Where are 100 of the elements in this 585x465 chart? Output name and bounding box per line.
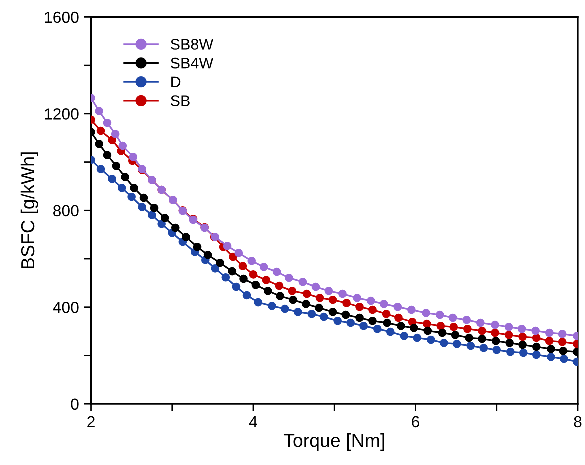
point: [440, 338, 448, 348]
point: [465, 334, 474, 342]
point: [289, 296, 298, 304]
point: [413, 334, 422, 342]
point: [547, 345, 556, 354]
point: [95, 140, 104, 148]
y-axis-title: BSFC [g/kWh]: [20, 152, 38, 268]
point: [223, 242, 232, 250]
point: [506, 348, 515, 356]
point: [353, 294, 362, 302]
point: [228, 267, 237, 276]
point: [103, 151, 112, 160]
point: [476, 318, 485, 328]
point: [150, 204, 159, 212]
point: [249, 270, 258, 279]
point: [380, 300, 388, 308]
point: [466, 342, 476, 350]
point: [338, 290, 347, 298]
point: [360, 322, 368, 330]
point: [342, 310, 350, 320]
point: [452, 340, 462, 348]
point: [373, 324, 382, 334]
point: [448, 314, 458, 322]
point: [118, 142, 128, 150]
point: [492, 337, 500, 346]
point: [238, 262, 248, 270]
point: [111, 130, 120, 138]
point: [312, 282, 320, 292]
point: [394, 314, 403, 322]
point: [422, 320, 432, 328]
point: [356, 302, 364, 312]
point: [262, 276, 271, 284]
point: [229, 252, 238, 262]
point: [519, 348, 528, 358]
point: [491, 320, 500, 330]
point: [298, 278, 308, 286]
point: [308, 310, 316, 318]
point: [234, 249, 244, 258]
point: [211, 264, 220, 273]
point: [260, 263, 268, 272]
x-tick-label: 4: [249, 416, 258, 428]
point: [386, 328, 395, 336]
point: [532, 334, 541, 342]
point: [436, 322, 446, 330]
y-tick-label: 0: [71, 398, 79, 410]
point: [96, 165, 106, 174]
point: [506, 338, 514, 348]
point: [276, 292, 284, 300]
point: [356, 314, 364, 322]
point: [129, 153, 138, 162]
point: [315, 304, 324, 312]
point: [294, 308, 302, 316]
x-tick-label: 2: [88, 416, 95, 428]
point: [328, 308, 338, 316]
legend-label: SB8W: [171, 39, 214, 50]
y-tick-label: 400: [53, 302, 79, 314]
point: [193, 242, 202, 252]
point: [222, 273, 230, 282]
point: [408, 306, 416, 314]
point: [424, 326, 432, 336]
point: [334, 316, 342, 326]
point: [422, 309, 430, 318]
point: [368, 316, 377, 326]
point: [324, 286, 334, 296]
point: [158, 220, 166, 228]
point: [242, 291, 252, 300]
point: [96, 126, 106, 136]
point: [545, 328, 554, 338]
point: [108, 175, 117, 184]
point: [288, 286, 297, 296]
legend-label: SB4W: [171, 58, 214, 69]
point: [426, 336, 436, 344]
point: [518, 324, 526, 334]
point: [118, 184, 126, 192]
point: [559, 346, 568, 356]
point: [368, 306, 377, 314]
point: [280, 304, 290, 314]
point: [518, 340, 527, 350]
point: [450, 323, 458, 332]
point: [275, 282, 284, 290]
point: [383, 318, 392, 328]
point: [302, 290, 312, 298]
point: [302, 300, 310, 308]
point: [532, 350, 541, 360]
point: [140, 194, 148, 202]
point: [558, 338, 567, 346]
point: [112, 162, 121, 170]
point: [320, 312, 328, 322]
point: [436, 310, 444, 320]
point: [532, 342, 541, 352]
point: [240, 274, 248, 284]
point: [103, 118, 112, 128]
point: [216, 258, 224, 268]
point: [463, 324, 472, 334]
point: [121, 173, 130, 182]
legend-label: SB: [171, 96, 190, 106]
point: [182, 233, 190, 242]
point: [462, 316, 472, 324]
point: [268, 302, 276, 310]
point: [478, 326, 486, 336]
